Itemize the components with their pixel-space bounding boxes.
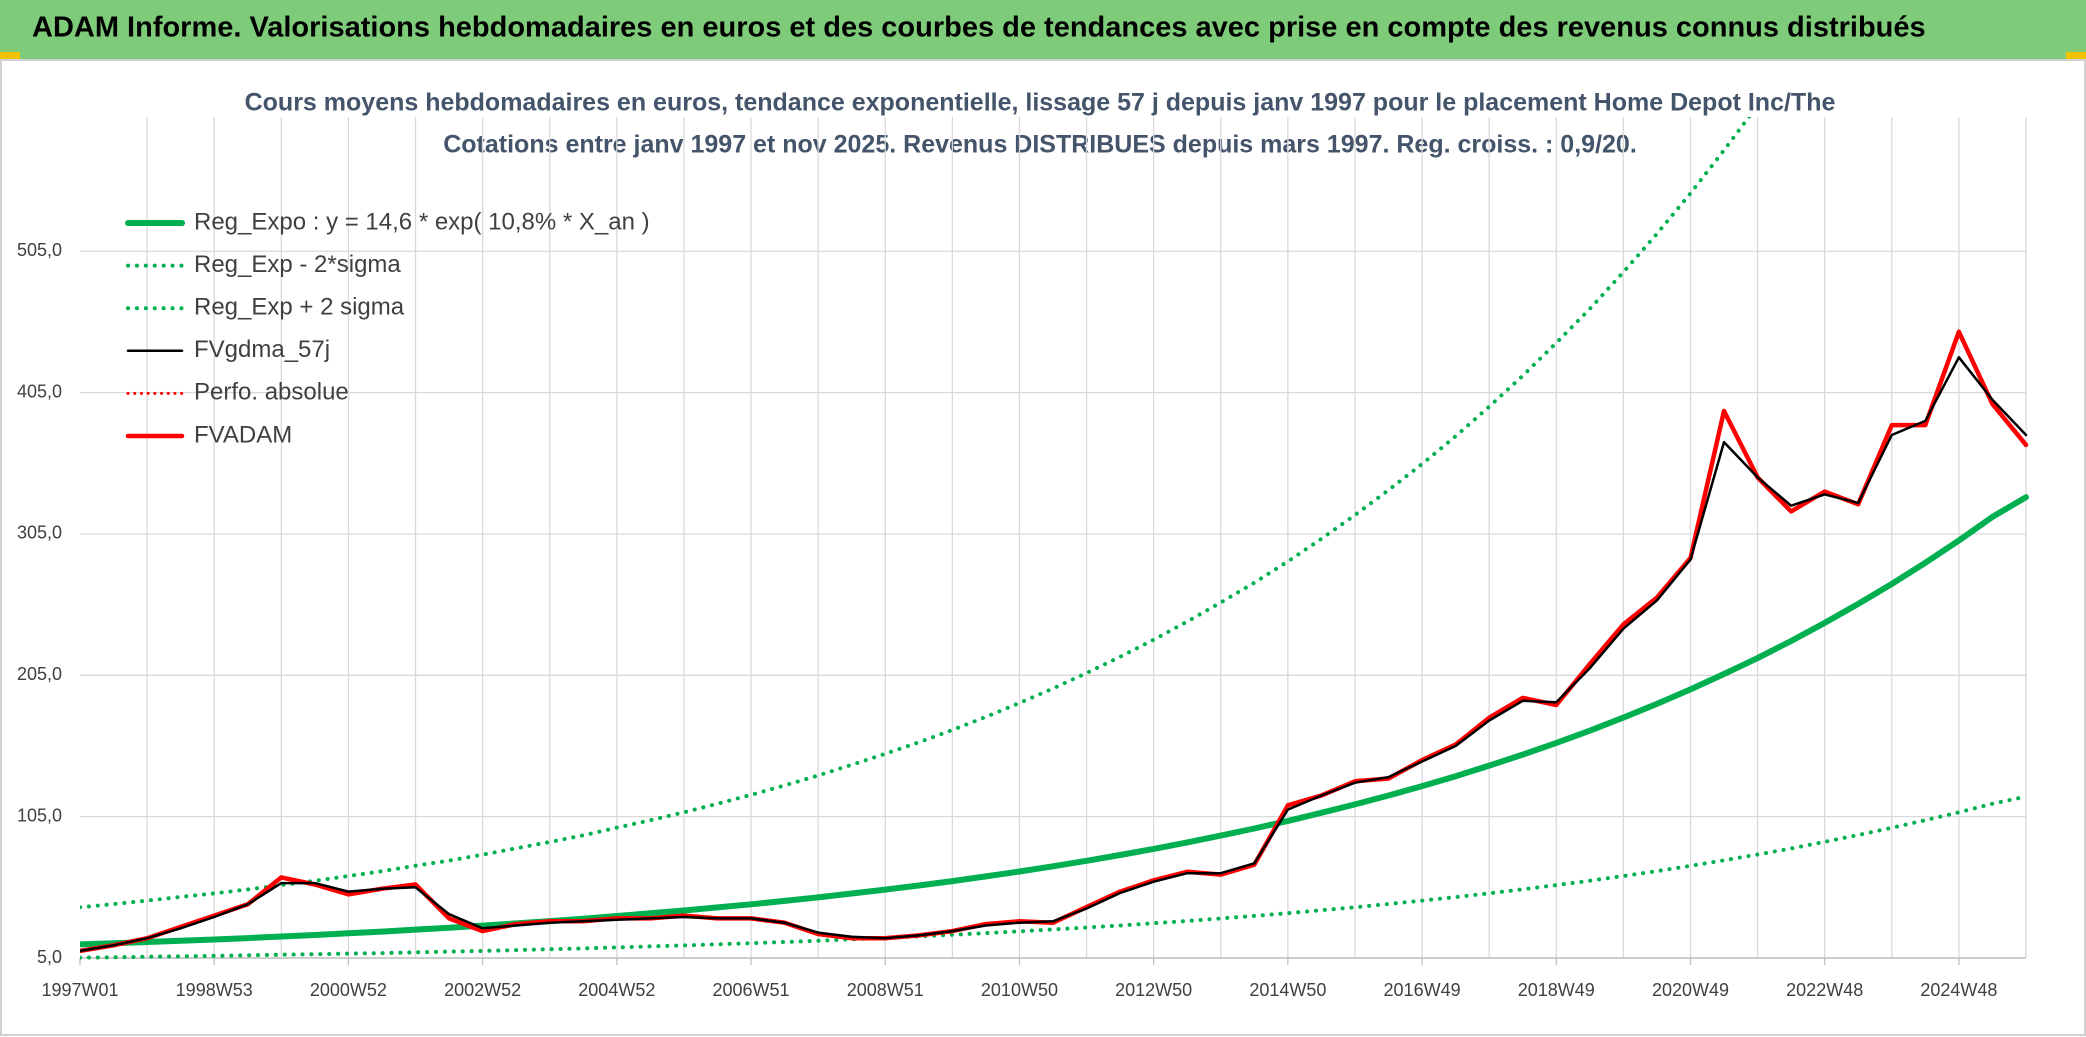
legend-label: Reg_Exp - 2*sigma — [194, 251, 401, 278]
x-tick-label: 2014W50 — [1249, 980, 1326, 1000]
legend-label: Reg_Exp + 2 sigma — [194, 294, 405, 321]
x-tick-label: 2018W49 — [1518, 980, 1595, 1000]
x-tick-label: 1997W01 — [41, 980, 118, 1000]
header-bar — [0, 0, 2086, 60]
series-line — [80, 117, 1752, 910]
corner — [0, 52, 20, 60]
series-line — [80, 356, 2028, 953]
corner — [2066, 52, 2086, 60]
page-title: ADAM Informe. Valorisations hebdomadaire… — [32, 12, 1926, 44]
x-tick-label: 2016W49 — [1384, 980, 1461, 1000]
legend-label: FVgdma_57j — [194, 336, 330, 363]
x-tick-label: 2012W50 — [1115, 980, 1192, 1000]
frame — [0, 59, 2086, 1036]
x-tick-label: 2020W49 — [1652, 980, 1729, 1000]
y-tick-label: 405,0 — [17, 381, 62, 401]
series-line — [80, 329, 2029, 954]
y-tick-label: 105,0 — [17, 805, 62, 825]
x-tick-label: 2008W51 — [847, 980, 924, 1000]
x-tick-label: 2006W51 — [713, 980, 790, 1000]
legend-label: Reg_Expo : y = 14,6 * exp( 10,8% * X_an … — [194, 208, 650, 235]
x-tick-label: 2010W50 — [981, 980, 1058, 1000]
y-tick-label: 5,0 — [37, 947, 62, 967]
x-tick-label: 1998W53 — [176, 980, 253, 1000]
legend-label: Perfo. absolue — [194, 379, 349, 406]
x-tick-label: 2000W52 — [310, 980, 387, 1000]
x-tick-label: 2024W48 — [1920, 980, 1997, 1000]
legend-label: FVADAM — [194, 421, 292, 448]
x-tick-label: 2022W48 — [1786, 980, 1863, 1000]
x-tick-label: 2002W52 — [444, 980, 521, 1000]
y-tick-label: 305,0 — [17, 523, 62, 543]
series-line — [80, 494, 2029, 948]
y-tick-label: 505,0 — [17, 240, 62, 260]
y-tick-label: 205,0 — [17, 664, 62, 684]
chart-subtitle: Cotations entre janv 1997 et nov 2025. R… — [443, 131, 1637, 159]
x-tick-label: 2004W52 — [578, 980, 655, 1000]
chart-title: Cours moyens hebdomadaires en euros, ten… — [245, 89, 1836, 117]
